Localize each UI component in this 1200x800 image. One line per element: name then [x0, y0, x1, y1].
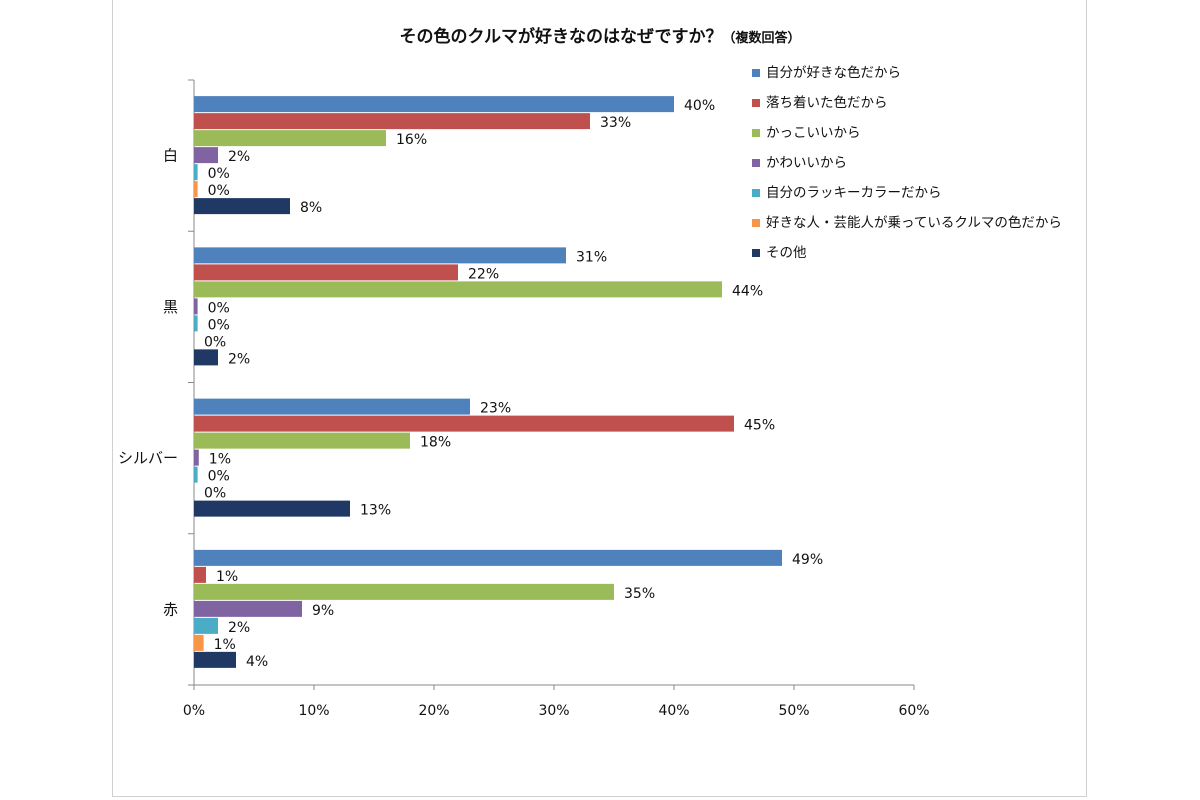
data-label: 1% [209, 452, 231, 468]
data-label: 35% [624, 586, 655, 602]
data-label: 2% [228, 149, 250, 165]
data-label: 0% [204, 334, 226, 350]
data-label: 0% [208, 183, 230, 199]
bar [194, 398, 470, 415]
legend: 自分が好きな色だから 落ち着いた色だから かっこいいから かわいいから自分のラッキーカ… [752, 62, 1062, 272]
bar [194, 147, 218, 164]
bar [194, 651, 236, 668]
data-label: 2% [228, 351, 250, 367]
legend-item: 落ち着いた色だから [752, 92, 1062, 122]
x-tick-label: 0% [183, 703, 205, 719]
legend-label: かわいいから [766, 155, 847, 171]
bar [194, 583, 614, 600]
category-label: 赤 [163, 600, 178, 618]
bar [194, 130, 386, 147]
bar [194, 349, 218, 366]
data-label: 33% [600, 115, 631, 131]
bar [194, 466, 198, 483]
legend-label: 自分が好きな色だから [766, 65, 901, 81]
data-label: 0% [208, 300, 230, 316]
legend-label: 落ち着いた色だから [766, 95, 888, 111]
bar [194, 566, 206, 583]
bar [194, 500, 350, 517]
legend-item: かっこいいから [752, 122, 1062, 152]
legend-item: 好きな人・芸能人が乗っているクルマの色だから [752, 212, 1062, 242]
x-tick-label: 30% [538, 703, 569, 719]
x-tick-label: 10% [298, 703, 329, 719]
bar [194, 549, 782, 566]
bar [194, 164, 198, 181]
bar [194, 617, 218, 634]
legend-swatch [752, 69, 760, 77]
bar [194, 449, 199, 466]
legend-swatch [752, 99, 760, 107]
data-label: 1% [216, 569, 238, 585]
data-label: 0% [208, 317, 230, 333]
chart-subtitle: （複数回答） [722, 31, 801, 46]
bar [194, 247, 566, 264]
data-label: 9% [312, 603, 334, 619]
legend-item: かわいいから [752, 152, 1062, 182]
x-tick-label: 20% [418, 703, 449, 719]
data-label: 16% [396, 132, 427, 148]
data-label: 31% [576, 249, 607, 265]
data-label: 1% [214, 637, 236, 653]
bar [194, 415, 734, 432]
category-label: シルバー [118, 449, 178, 467]
data-label: 23% [480, 401, 511, 417]
bar [194, 600, 302, 617]
data-label: 4% [246, 654, 268, 670]
category-label: 白 [163, 147, 178, 165]
data-label: 8% [300, 200, 322, 216]
bar [194, 315, 198, 332]
legend-swatch [752, 219, 760, 227]
bar [194, 264, 458, 281]
bar [194, 281, 722, 298]
bar [194, 432, 410, 449]
x-tick-label: 40% [658, 703, 689, 719]
legend-item: その他 [752, 242, 1062, 272]
legend-swatch [752, 129, 760, 137]
legend-swatch [752, 249, 760, 257]
category-label: 黒 [163, 298, 178, 316]
bar [194, 198, 290, 215]
legend-label: その他 [766, 245, 807, 261]
data-label: 22% [468, 266, 499, 282]
data-label: 40% [684, 98, 715, 114]
chart-title-main: その色のクルマが好きなのはなぜですか？ [399, 27, 723, 47]
data-label: 0% [208, 469, 230, 485]
data-label: 2% [228, 620, 250, 636]
bar [194, 298, 198, 315]
legend-label: かっこいいから [766, 125, 861, 141]
x-tick-label: 50% [778, 703, 809, 719]
bar [194, 181, 198, 198]
legend-item: 自分が好きな色だから [752, 62, 1062, 92]
bar [194, 96, 674, 113]
data-label: 0% [204, 486, 226, 502]
bar [194, 113, 590, 130]
legend-label: 自分のラッキーカラーだから [766, 185, 942, 201]
data-label: 45% [744, 418, 775, 434]
data-label: 49% [792, 552, 823, 568]
data-label: 18% [420, 435, 451, 451]
bar [194, 634, 204, 651]
legend-label: 好きな人・芸能人が乗っているクルマの色だから [766, 215, 1062, 231]
legend-item: 自分のラッキーカラーだから [752, 182, 1062, 212]
legend-swatch [752, 159, 760, 167]
data-label: 44% [732, 283, 763, 299]
legend-swatch [752, 189, 760, 197]
data-label: 13% [360, 503, 391, 519]
chart-title: その色のクルマが好きなのはなぜですか？（複数回答） [0, 22, 1200, 47]
data-label: 0% [208, 166, 230, 182]
x-tick-label: 60% [898, 703, 929, 719]
